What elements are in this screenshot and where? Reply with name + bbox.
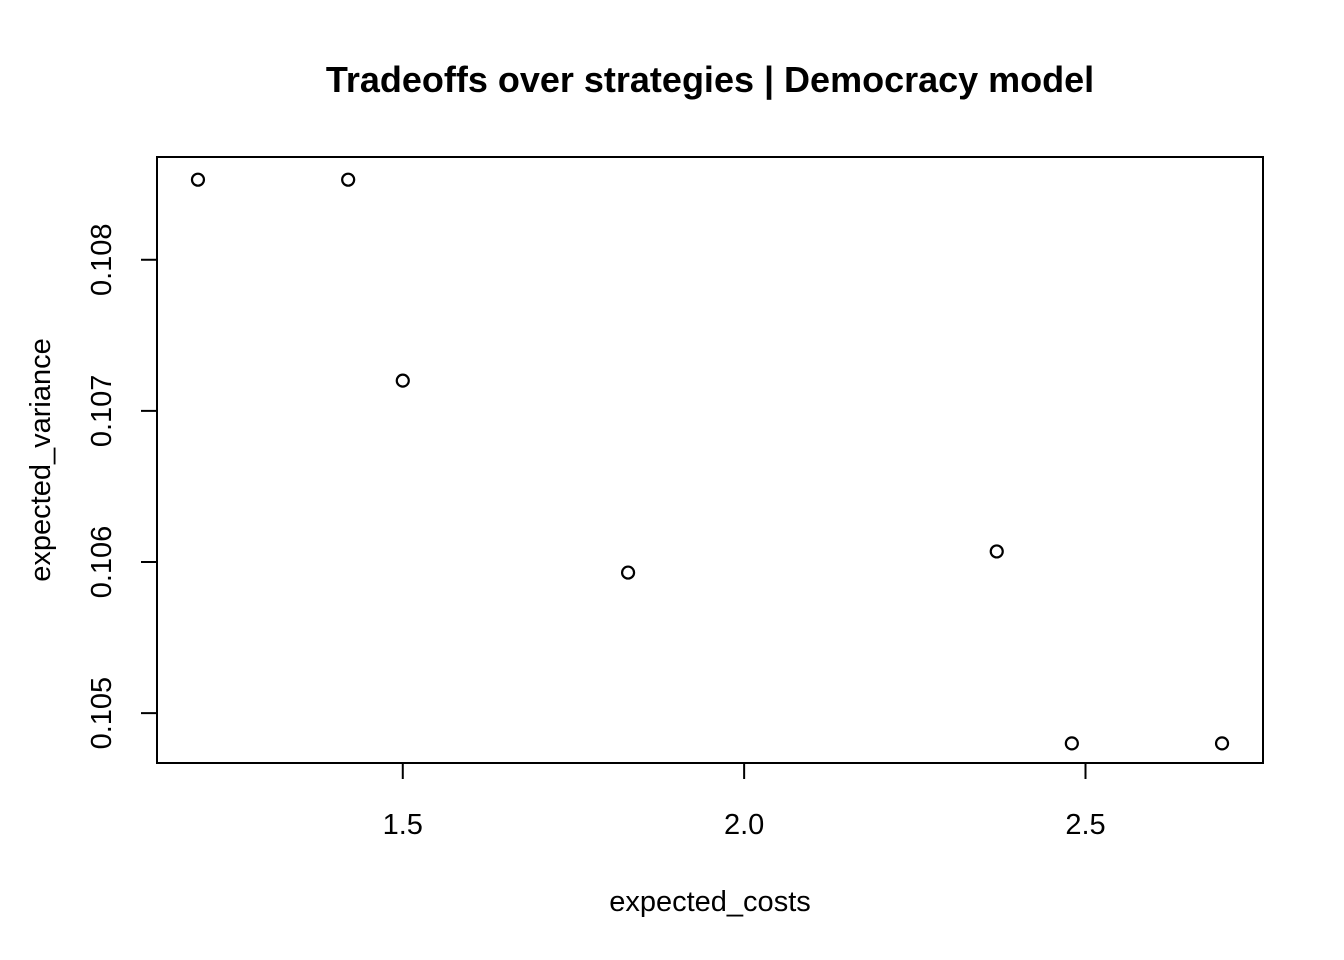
y-tick-label: 0.106 — [86, 526, 118, 599]
data-point — [989, 544, 1004, 559]
y-tick-label: 0.108 — [86, 223, 118, 296]
y-axis: 0.105 0.106 0.107 0.108 — [86, 223, 157, 749]
x-tick-label: 1.5 — [383, 809, 423, 841]
y-tick-label: 0.105 — [86, 677, 118, 750]
data-point — [395, 373, 410, 388]
data-point — [190, 172, 206, 187]
chart-title: Tradeoffs over strategies | Democracy mo… — [326, 59, 1094, 101]
data-point — [1214, 736, 1230, 751]
data-point — [1064, 736, 1079, 751]
data-point — [620, 565, 636, 580]
y-tick-label: 0.107 — [86, 375, 118, 448]
plot-frame — [156, 156, 1264, 764]
x-axis-label: expected_costs — [609, 886, 811, 918]
y-axis-label: expected_variance — [25, 338, 57, 581]
data-point — [341, 172, 356, 187]
x-axis: 1.5 2.0 2.5 — [383, 763, 1106, 841]
data-points — [190, 172, 1230, 751]
x-tick-label: 2.0 — [724, 809, 764, 841]
x-tick-label: 2.5 — [1065, 809, 1105, 841]
